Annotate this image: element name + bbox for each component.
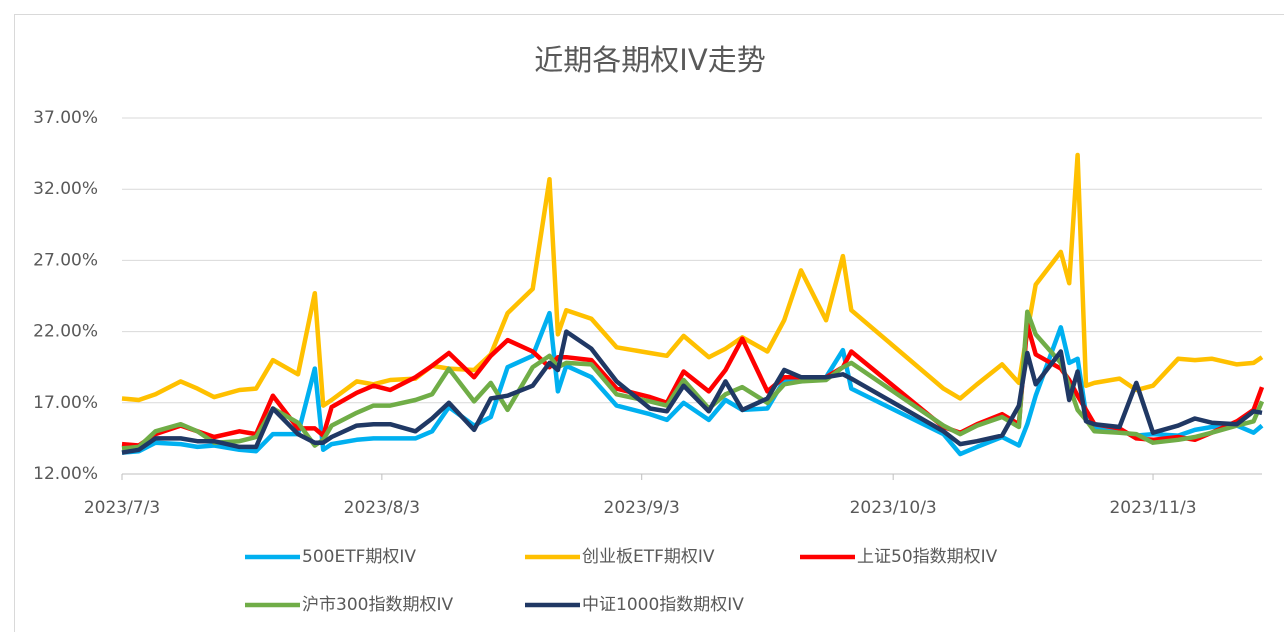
chart-border — [15, 15, 1284, 633]
legend-label: 中证1000指数期权IV — [582, 595, 744, 615]
x-tick-label: 2023/11/3 — [1109, 498, 1196, 518]
legend-label: 500ETF期权IV — [302, 547, 416, 567]
x-tick-label: 2023/8/3 — [344, 498, 420, 518]
legend-label: 上证50指数期权IV — [857, 547, 998, 567]
y-tick-label: 12.00% — [33, 464, 98, 484]
y-tick-label: 17.00% — [33, 393, 98, 413]
legend-label: 沪市300指数期权IV — [302, 595, 453, 615]
y-tick-label: 37.00% — [33, 108, 98, 128]
y-tick-label: 22.00% — [33, 322, 98, 342]
x-tick-label: 2023/10/3 — [850, 498, 937, 518]
x-tick-label: 2023/7/3 — [84, 498, 160, 518]
chart-title: 近期各期权IV走势 — [534, 43, 765, 77]
y-tick-label: 27.00% — [33, 250, 98, 270]
legend-label: 创业板ETF期权IV — [582, 547, 715, 567]
y-tick-label: 32.00% — [33, 179, 98, 199]
x-tick-label: 2023/9/3 — [604, 498, 680, 518]
